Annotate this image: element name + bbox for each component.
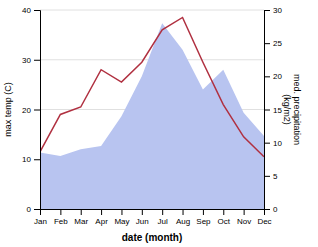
tick: 20 [22,106,40,115]
tick: 25 [264,39,282,48]
tick: Jun [136,209,149,226]
tick: Nov [237,209,251,226]
tick-mark [264,10,270,11]
axis-line [34,11,41,210]
tick: Jan [34,209,47,226]
marks [40,17,264,209]
tick-mark [264,76,270,77]
tick-mark [162,209,163,215]
tick-label: Mar [74,217,88,226]
tick: Jul [158,209,168,226]
tick-label: Jun [136,217,149,226]
tick: Dec [257,209,271,226]
tick: 5 [264,172,278,181]
tick-mark [142,209,143,215]
tick-label: 10 [22,155,31,164]
tick: 0 [264,205,278,214]
tick-label: Oct [218,217,231,226]
tick-label: 10 [273,139,282,148]
grid-line [40,10,264,11]
tick: Feb [54,209,68,226]
tick-mark [34,159,40,160]
y2-axis-title: med. precipitation(kg/m2) [282,74,302,145]
tick-label: May [114,217,129,226]
tick-mark [264,209,270,210]
tick-label: Aug [176,217,190,226]
y2-axis-title-line: med. precipitation [292,74,302,145]
tick-mark [203,209,204,215]
tick-label: Sep [196,217,211,226]
tick-mark [183,209,184,215]
tick-label: 30 [22,56,31,65]
tick-mark [34,10,40,11]
tick-label: 0 [27,205,32,214]
tick-label: 5 [273,172,278,181]
tick-mark [264,110,270,111]
tick-mark [264,176,270,177]
y2-axis: 0 5 10 15 20 25 30 [264,6,282,214]
y-axis: 0 10 20 30 40 [22,6,40,214]
tick: 30 [264,6,282,15]
tick-label: 0 [273,205,278,214]
tick: 10 [22,155,40,164]
tick-label: 15 [273,106,282,115]
tick-mark [34,110,40,111]
tick: 0 [27,205,40,214]
tick: 40 [22,6,40,15]
x-axis: Jan Feb Mar Apr May Jun Jul Aug Sep Oct Nov Dec [34,209,272,226]
tick-label: Apr [95,217,108,226]
tick-label: 25 [273,39,282,48]
tick-label: 20 [22,106,31,115]
tick-label: Jan [34,217,47,226]
tick-mark [101,209,102,215]
tick-label: Feb [54,217,68,226]
y2-axis-title-line: (kg/m2) [282,94,292,125]
tick: 15 [264,106,282,115]
x-axis-title: date (month) [122,232,183,243]
tick-mark [60,209,61,215]
tick-mark [34,60,40,61]
tick-mark [264,143,270,144]
tick: 10 [264,139,282,148]
tick-mark [81,209,82,215]
tick-mark [244,209,245,215]
tick: Oct [218,209,231,226]
tick: May [114,209,129,226]
axis-line [41,210,265,216]
tick-mark [264,43,270,44]
tick-label: Nov [237,217,251,226]
tick-label: Jul [158,217,168,226]
tick: 30 [22,56,40,65]
tick-mark [223,209,224,215]
tick-mark [121,209,122,215]
plot-area: JanFebMarAprMayJunJulAugSepOctNovDec0102… [3,6,302,243]
tick: Aug [176,209,190,226]
chart-container: JanFebMarAprMayJunJulAugSepOctNovDec0102… [0,0,318,247]
tick-label: Dec [257,217,271,226]
tick-label: 20 [273,72,282,81]
chart-svg: JanFebMarAprMayJunJulAugSepOctNovDec0102… [0,0,318,247]
tick-mark [34,209,40,210]
axis-line [265,11,271,210]
grid [40,10,264,209]
tick: Sep [196,209,211,226]
tick: Mar [74,209,88,226]
tick: 20 [264,72,282,81]
tick-label: 30 [273,6,282,15]
line [40,17,264,156]
tick-label: 40 [22,6,31,15]
y-axis-title: max temp (C) [3,82,13,137]
tick: Apr [95,209,108,226]
